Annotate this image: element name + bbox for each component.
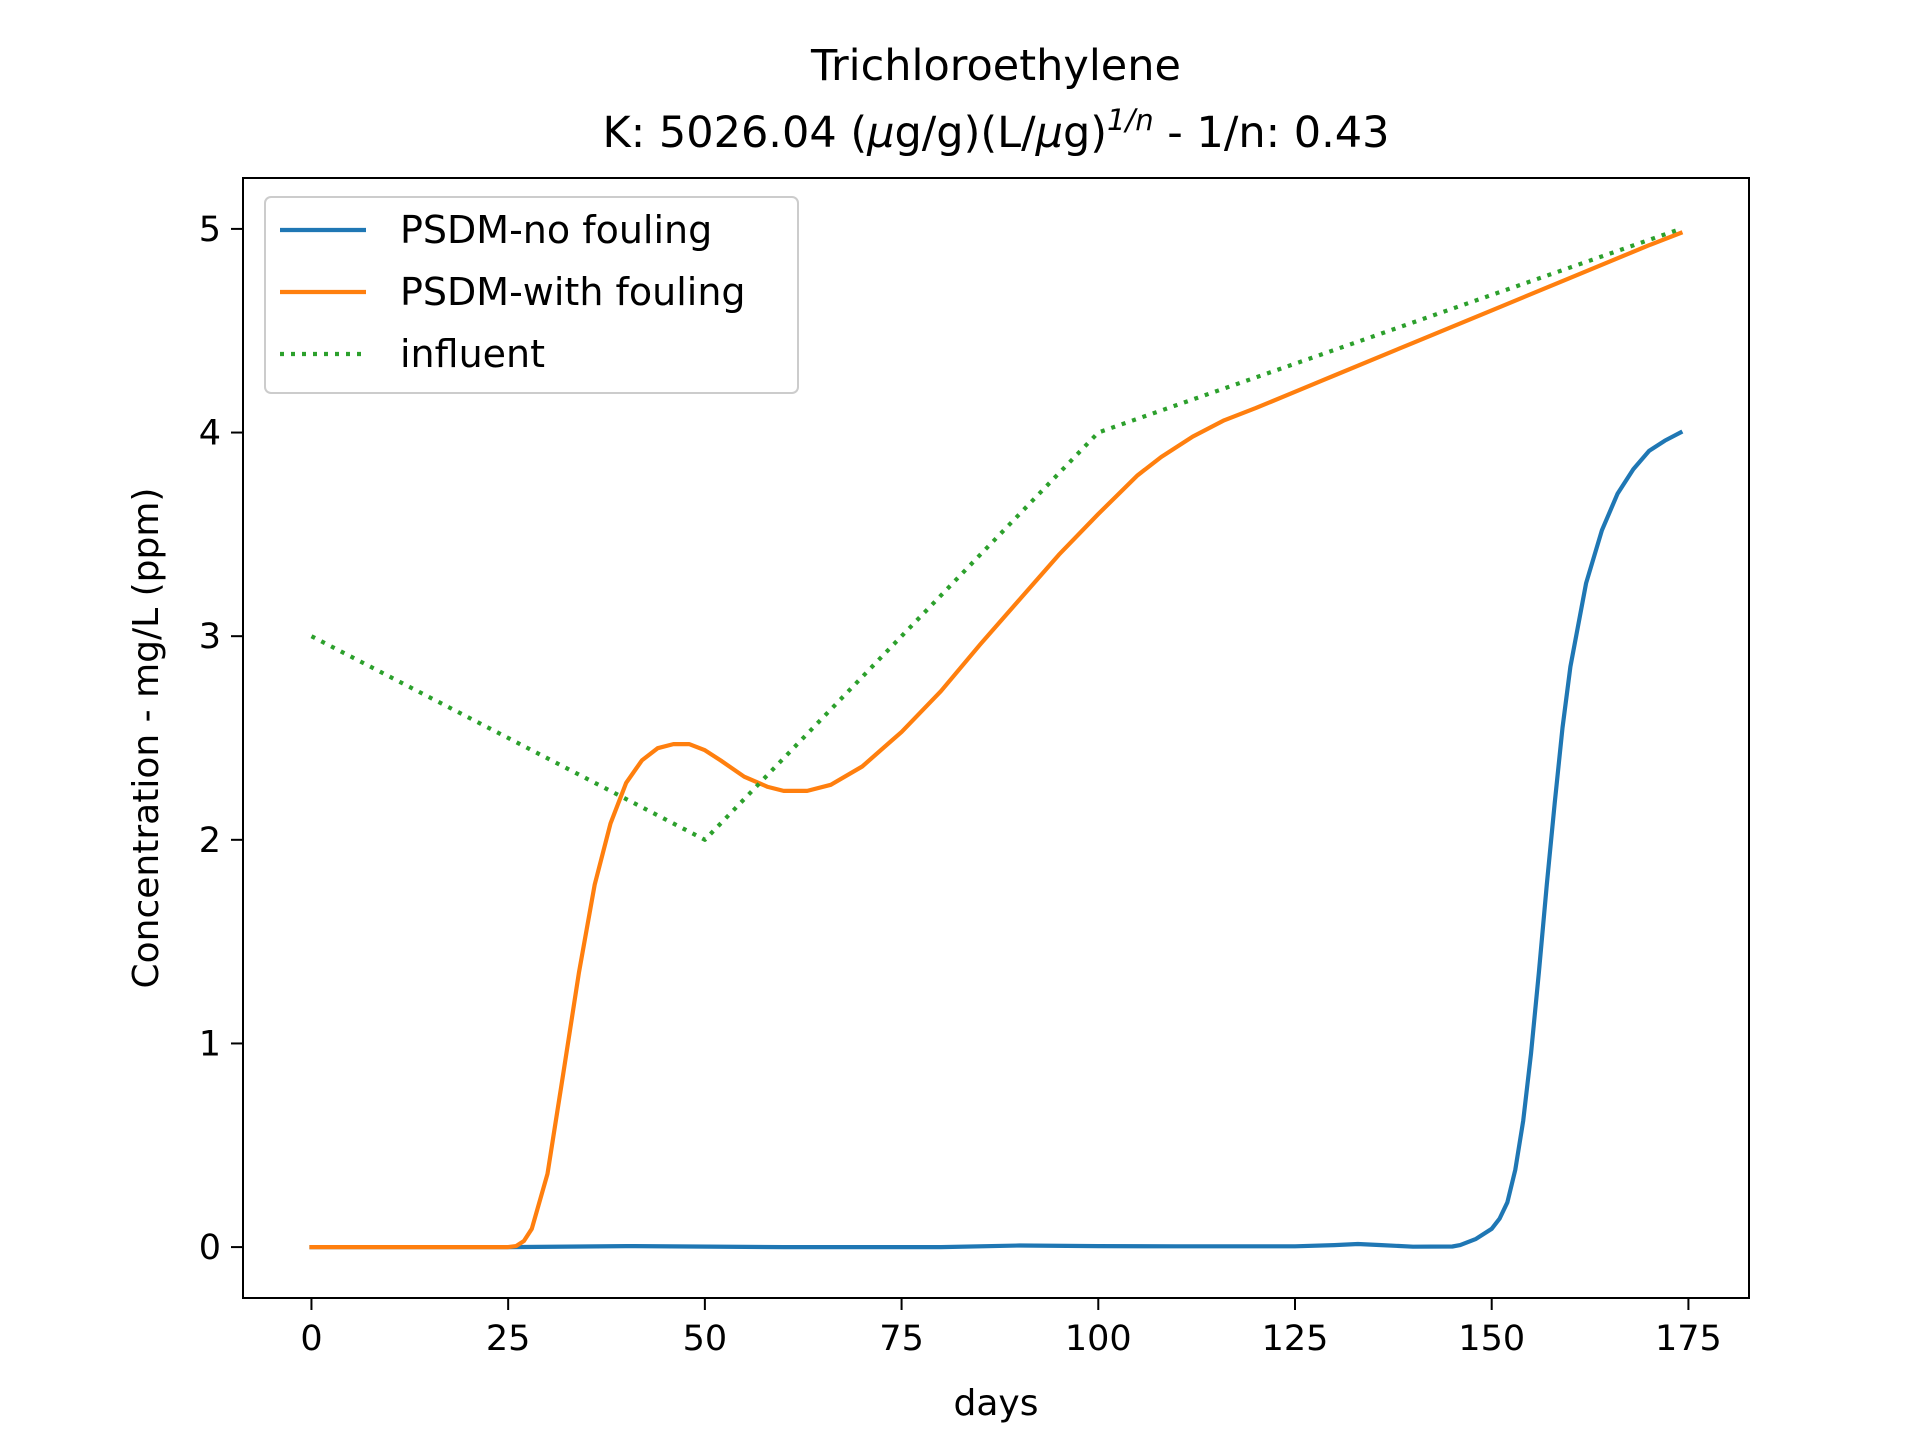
y-tick-label: 4 bbox=[199, 414, 221, 454]
subtitle-prefix: K: 5026.04 ( bbox=[603, 108, 868, 158]
y-tick-label: 2 bbox=[199, 821, 221, 861]
legend-label: influent bbox=[400, 332, 545, 376]
legend-label: PSDM-no fouling bbox=[400, 208, 712, 252]
chart-title: Trichloroethylene bbox=[810, 41, 1181, 91]
legend-entries: PSDM-no fouling PSDM-with fouling influent bbox=[280, 208, 746, 376]
ticks-layer: 0 25 50 75 100 125 150 175 0 1 2 3 4 5 bbox=[199, 210, 1722, 1359]
x-tick-label: 175 bbox=[1655, 1319, 1722, 1359]
x-tick-label: 25 bbox=[486, 1319, 531, 1359]
x-axis-label: days bbox=[954, 1383, 1039, 1424]
subtitle-mid: g/g)(L/ bbox=[895, 108, 1037, 158]
x-tick-label: 50 bbox=[683, 1319, 728, 1359]
subtitle-mu-2: μ bbox=[1035, 108, 1063, 158]
subtitle-end: g) bbox=[1063, 108, 1107, 158]
legend-label: PSDM-with fouling bbox=[400, 270, 746, 314]
series-line-psdm-no-fouling bbox=[309, 429, 1684, 1250]
y-tick-label: 0 bbox=[199, 1228, 221, 1268]
legend-frame bbox=[264, 196, 799, 394]
series-line-influent bbox=[310, 226, 1682, 842]
subtitle-mu-1: μ bbox=[866, 108, 894, 158]
y-tick-label: 3 bbox=[199, 617, 221, 657]
y-axis-label: Concentration - mg/L (ppm) bbox=[126, 488, 167, 989]
x-tick-label: 150 bbox=[1458, 1319, 1525, 1359]
legend: PSDM-no fouling PSDM-with fouling influent bbox=[264, 196, 799, 394]
x-tick-label: 0 bbox=[300, 1319, 322, 1359]
chart-subtitle: K: 5026.04 (μg/g)(L/μg)1/n - 1/n: 0.43 bbox=[603, 103, 1390, 158]
y-tick-label: 5 bbox=[199, 210, 221, 250]
y-tick-label: 1 bbox=[199, 1024, 221, 1064]
series-line-psdm-with-fouling bbox=[309, 230, 1684, 1250]
subtitle-suffix: - 1/n: 0.43 bbox=[1154, 108, 1390, 158]
plot-area-frame bbox=[242, 177, 1750, 1299]
series-layer bbox=[309, 226, 1684, 1250]
x-tick-label: 125 bbox=[1262, 1319, 1329, 1359]
x-tick-label: 75 bbox=[879, 1319, 924, 1359]
x-tick-label: 100 bbox=[1065, 1319, 1132, 1359]
subtitle-superscript: 1/n bbox=[1107, 103, 1154, 137]
